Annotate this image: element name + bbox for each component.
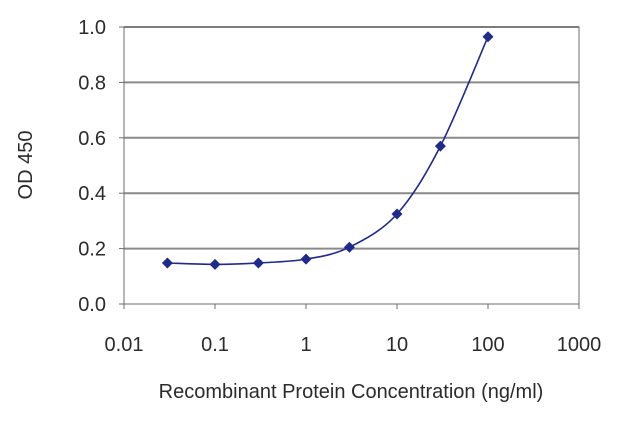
y-tick-label: 0.4 (78, 183, 106, 205)
data-point (434, 140, 446, 152)
data-point (252, 257, 264, 269)
y-tick-label: 0.6 (78, 128, 106, 150)
x-tick-label: 0.01 (105, 334, 144, 356)
x-tick-label: 100 (471, 334, 504, 356)
data-point (482, 31, 494, 43)
plot-area (123, 26, 580, 305)
x-tick-label: 1000 (557, 334, 602, 356)
x-axis-title: Recombinant Protein Concentration (ng/ml… (159, 381, 544, 403)
x-tick-label: 0.1 (201, 334, 229, 356)
series-group (161, 31, 494, 270)
y-tick-label: 0.8 (78, 72, 106, 94)
data-point (343, 241, 355, 253)
x-tick-label: 1 (300, 334, 311, 356)
data-point (209, 258, 221, 270)
axes: 0.0 0.2 0.4 0.6 0.8 1.0 0.01 0.1 1 10 100 1000 (78, 17, 601, 356)
data-point (161, 257, 173, 269)
data-point (300, 253, 312, 265)
data-point (391, 208, 403, 220)
y-axis-title: OD 450 (15, 131, 37, 200)
y-tick-label: 0.0 (78, 294, 106, 316)
y-tick-label: 0.2 (78, 239, 106, 261)
y-tick-label: 1.0 (78, 17, 106, 39)
x-tick-label: 10 (386, 334, 408, 356)
